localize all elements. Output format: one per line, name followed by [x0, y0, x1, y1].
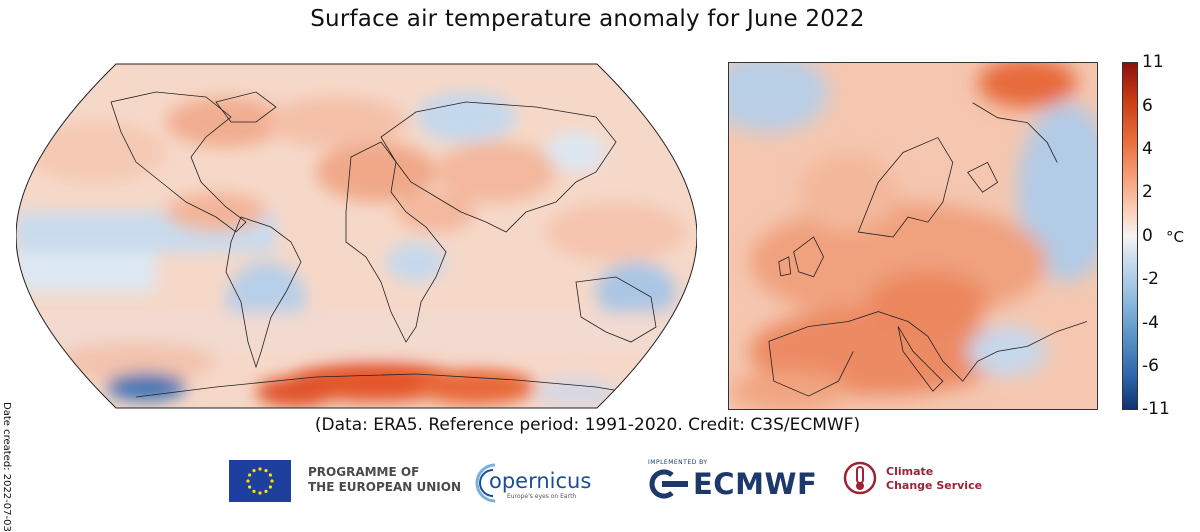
c3s-label: Climate Change Service [886, 465, 982, 493]
eu-programme-label: PROGRAMME OF THE EUROPEAN UNION [308, 465, 461, 495]
copernicus-wordmark: opernicus [489, 469, 592, 493]
c3s-line-1: Climate [886, 465, 934, 478]
eu-flag-icon [229, 460, 291, 502]
colorbar-tick: 11 [1142, 52, 1164, 72]
copernicus-logo-icon [475, 463, 496, 503]
copernicus-tagline: Europe's eyes on Earth [507, 493, 577, 500]
logo-strip: PROGRAMME OF THE EUROPEAN UNION opernicu… [0, 455, 1200, 515]
climate-change-service-icon [843, 461, 877, 495]
colorbar-tick: -11 [1142, 399, 1170, 419]
colorbar-tick: 0 [1142, 226, 1153, 246]
c3s-line-2: Change Service [886, 479, 983, 492]
colorbar-tick: 4 [1142, 139, 1153, 159]
colorbar [1122, 62, 1138, 410]
figure-title: Surface air temperature anomaly for June… [310, 6, 865, 32]
colorbar-tick: 6 [1142, 96, 1153, 116]
colorbar-tick: -2 [1142, 269, 1159, 289]
ecmwf-logo-icon [649, 469, 688, 499]
eu-line-2: THE EUROPEAN UNION [308, 480, 461, 494]
eu-line-1: PROGRAMME OF [308, 465, 420, 479]
world-anomaly-map [16, 63, 697, 409]
colorbar-tick: 2 [1142, 182, 1153, 202]
colorbar-tick: -6 [1142, 356, 1159, 376]
data-caption: (Data: ERA5. Reference period: 1991-2020… [314, 415, 861, 435]
colorbar-tick: -4 [1142, 313, 1159, 333]
colorbar-unit: °C [1166, 228, 1184, 246]
europe-anomaly-map [728, 62, 1098, 410]
ecmwf-prefix: IMPLEMENTED BY [648, 459, 708, 466]
ecmwf-wordmark: ECMWF [693, 467, 818, 501]
